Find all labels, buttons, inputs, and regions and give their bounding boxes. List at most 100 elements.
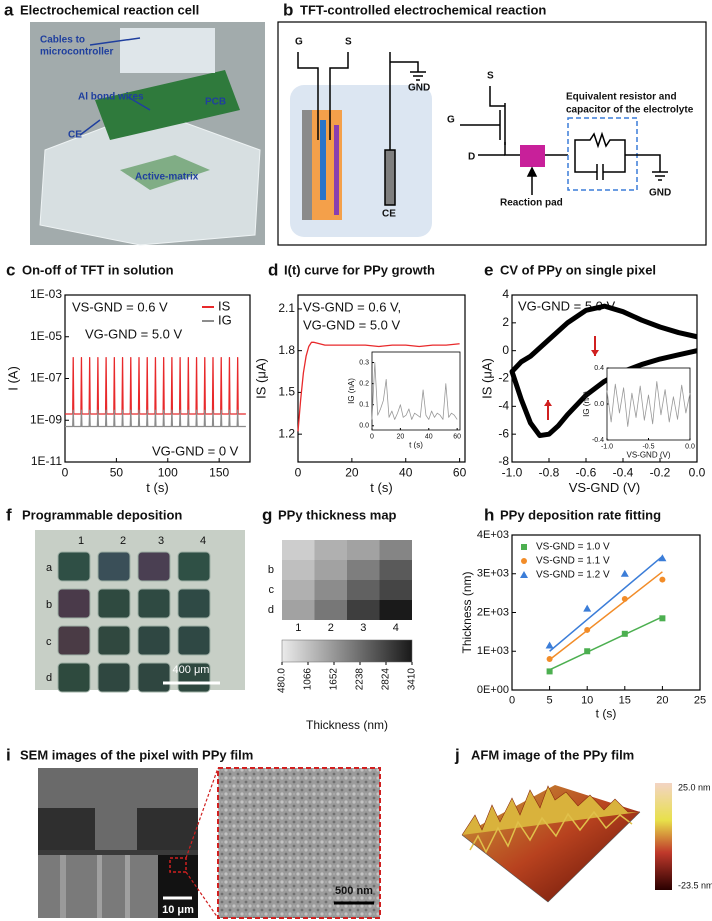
row-label: d (46, 672, 52, 684)
marker (584, 626, 591, 633)
y-tick-label: 0.2 (359, 380, 369, 387)
panel-label: f (6, 505, 12, 524)
series-line (606, 381, 691, 427)
pixel (177, 662, 211, 693)
panel-label: i (6, 745, 11, 764)
marker (546, 656, 553, 662)
marker (584, 648, 591, 655)
x-tick-label: 0.0 (685, 443, 695, 450)
pixel (137, 662, 171, 693)
label: GND (408, 83, 430, 94)
panel-label: c (6, 260, 15, 279)
row-label: c (46, 636, 52, 648)
x-tick-label: 50 (110, 466, 124, 480)
y-tick-label: 1E-03 (30, 287, 62, 301)
column-label: 2 (328, 622, 334, 634)
legend-label: IS (218, 298, 231, 313)
y-tick-label: 1E-07 (30, 371, 62, 385)
x-tick-label: 40 (399, 466, 413, 480)
arrow-head (544, 400, 552, 406)
series-line (65, 409, 246, 428)
x-tick-label: 100 (158, 466, 178, 480)
panel-title: CV of PPy on single pixel (500, 262, 656, 277)
pixel (137, 588, 171, 619)
annotation: Al bond wires (78, 92, 144, 103)
column-label: 3 (360, 622, 366, 634)
label: GND (649, 188, 671, 199)
x-tick-label: 25 (694, 694, 706, 706)
x-tick-label: 0.0 (689, 466, 706, 480)
x-axis-label: VS-GND (V) (627, 451, 671, 460)
y-tick-label: 4 (502, 287, 509, 301)
marker (521, 558, 527, 564)
panel-label: d (268, 260, 278, 279)
y-tick-label: 0.1 (359, 402, 369, 409)
colorbar-tick-label: 3410 (407, 668, 418, 691)
row-label: a (46, 562, 53, 574)
annotation: Cables to (40, 35, 85, 46)
heat-cell (282, 560, 315, 580)
pixel (97, 588, 131, 619)
panel-title: PPy thickness map (278, 507, 397, 522)
heat-cell (314, 600, 347, 620)
y-tick-label: 0.4 (594, 365, 604, 372)
annotation: PCB (205, 97, 226, 108)
column-label: 1 (295, 622, 301, 634)
panel-label: h (484, 505, 494, 524)
annotation: CE (68, 130, 82, 141)
panel-title: PPy deposition rate fitting (500, 507, 661, 522)
panel-label: g (262, 505, 272, 524)
colorbar (281, 639, 413, 663)
colorbar-tick-label: 1652 (329, 668, 340, 691)
column-label: 4 (200, 535, 206, 547)
pixel (177, 551, 211, 582)
series-line (65, 356, 246, 415)
x-axis-label: t (s) (370, 480, 392, 495)
heat-cell (314, 560, 347, 580)
arrow-head (591, 350, 599, 356)
y-tick-label: -0.4 (592, 437, 604, 444)
marker (658, 554, 667, 562)
colorbar-title: Thickness (nm) (306, 718, 388, 732)
scale-label: 500 nm (335, 885, 373, 897)
y-axis-label: IS (μA) (253, 358, 268, 399)
y-axis-label: IG (nA) (582, 391, 591, 417)
pixel (57, 551, 91, 582)
annotation: microcontroller (40, 47, 113, 58)
x-tick-label: -1.0 (502, 466, 523, 480)
series-line (371, 362, 458, 420)
y-axis-label: Thickness (nm) (460, 571, 474, 653)
x-tick-label: 20 (345, 466, 359, 480)
heat-cell (347, 580, 380, 600)
marker (659, 615, 666, 622)
heat-cell (314, 580, 347, 600)
y-tick-label: 0 (502, 343, 509, 357)
y-tick-label: 4E+03 (477, 529, 509, 541)
y-tick-label: -6 (498, 426, 509, 440)
pixel (97, 662, 131, 693)
pixel (97, 625, 131, 656)
x-tick-label: 5 (547, 694, 553, 706)
x-tick-label: -0.4 (613, 466, 634, 480)
heat-cell (347, 560, 380, 580)
series-line (297, 341, 460, 432)
x-tick-label: 20 (656, 694, 668, 706)
legend-label: VS-GND = 1.1 V (536, 556, 610, 567)
heat-cell (282, 580, 315, 600)
legend-label: IG (218, 312, 232, 327)
x-tick-label: 0 (509, 694, 515, 706)
annotation: VG-GND = 0 V (152, 443, 239, 458)
x-tick-label: -0.5 (642, 443, 654, 450)
label: Reaction pad (500, 198, 563, 209)
y-tick-label: 1.8 (278, 343, 295, 357)
panel-label: b (283, 0, 293, 19)
x-tick-label: 60 (453, 433, 461, 440)
marker (620, 569, 629, 577)
axes-frame (606, 367, 691, 441)
annotation: VG-GND = 5.0 V (85, 326, 182, 341)
y-tick-label: 1E-05 (30, 329, 62, 343)
colorbar-tick-label: 1066 (303, 668, 314, 691)
marker (520, 571, 528, 578)
heat-cell (379, 600, 412, 620)
